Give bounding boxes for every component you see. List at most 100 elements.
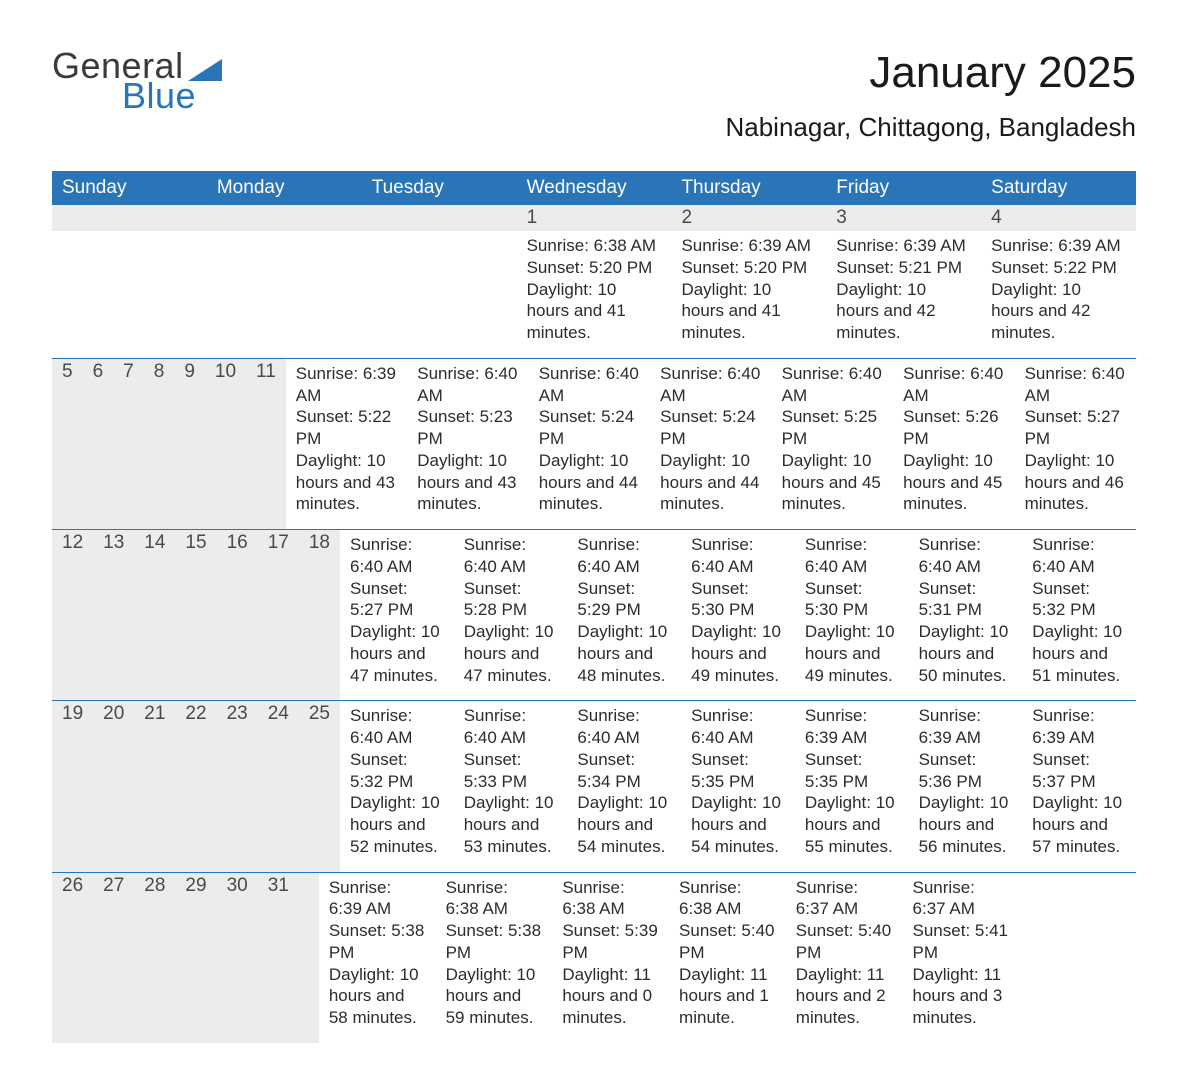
sunrise-text: Sunrise: 6:39 AM [1032, 705, 1126, 749]
weekday-header: Friday [826, 171, 981, 205]
sunrise-text: Sunrise: 6:39 AM [296, 363, 397, 407]
day-cell: Sunrise: 6:39 AMSunset: 5:22 PMDaylight:… [981, 231, 1136, 358]
sunrise-text: Sunrise: 6:40 AM [539, 363, 640, 407]
daynum-row: 5 6 7 8 9 10 11 [52, 359, 286, 529]
sunset-text: Sunset: 5:32 PM [350, 749, 444, 793]
sunset-text: Sunset: 5:31 PM [919, 578, 1013, 622]
day-number: 4 [981, 205, 1136, 231]
daylight-text: Daylight: 10 hours and 44 minutes. [660, 450, 761, 515]
day-cell: Sunrise: 6:40 AMSunset: 5:28 PMDaylight:… [454, 530, 568, 700]
brand-logo: General Blue [52, 48, 222, 114]
sunrise-text: Sunrise: 6:40 AM [691, 705, 785, 749]
sunrise-text: Sunrise: 6:38 AM [679, 877, 776, 921]
content-row: Sunrise: 6:39 AM Sunset: 5:38 PM Daylight:… [319, 873, 1136, 1043]
day-cell: Sunrise: 6:40 AMSunset: 5:30 PMDaylight:… [795, 530, 909, 700]
daynum-row: 1 2 3 4 [52, 205, 1136, 231]
sunrise-text: Sunrise: 6:39 AM [991, 235, 1126, 257]
day-cell: Sunrise: 6:40 AMSunset: 5:25 PMDaylight:… [772, 359, 893, 529]
sunset-text: Sunset: 5:28 PM [464, 578, 558, 622]
brand-word-blue: Blue [122, 78, 222, 114]
day-cell: Sunrise: 6:40 AMSunset: 5:32 PMDaylight:… [1022, 530, 1136, 700]
sunset-text: Sunset: 5:37 PM [1032, 749, 1126, 793]
sunset-text: Sunset: 5:24 PM [539, 406, 640, 450]
day-cell: Sunrise: 6:39 AMSunset: 5:21 PMDaylight:… [826, 231, 981, 358]
sunrise-text: Sunrise: 6:40 AM [350, 534, 444, 578]
sunrise-text: Sunrise: 6:40 AM [805, 534, 899, 578]
sunrise-text: Sunrise: 6:40 AM [660, 363, 761, 407]
day-cell: Sunrise: 6:40 AMSunset: 5:31 PMDaylight:… [909, 530, 1023, 700]
daylight-text: Daylight: 10 hours and 43 minutes. [296, 450, 397, 515]
day-number: 28 [134, 873, 175, 1043]
day-number: 26 [52, 873, 93, 1043]
calendar-grid: Sunday Monday Tuesday Wednesday Thursday… [52, 171, 1136, 1043]
sunrise-text: Sunrise: 6:40 AM [919, 534, 1013, 578]
sunrise-text: Sunrise: 6:39 AM [919, 705, 1013, 749]
sunrise-text: Sunrise: 6:39 AM [805, 705, 899, 749]
day-number: 13 [93, 530, 134, 700]
day-number: 2 [671, 205, 826, 231]
month-title: January 2025 [725, 48, 1136, 98]
title-block: January 2025 Nabinagar, Chittagong, Bang… [725, 48, 1136, 143]
sunset-text: Sunset: 5:25 PM [782, 406, 883, 450]
day-number: 14 [134, 530, 175, 700]
weekday-header-row: Sunday Monday Tuesday Wednesday Thursday… [52, 171, 1136, 205]
day-number: 6 [83, 359, 114, 529]
daylight-text: Daylight: 10 hours and 48 minutes. [577, 621, 671, 686]
sunrise-text: Sunrise: 6:40 AM [464, 534, 558, 578]
weekday-header: Tuesday [362, 171, 517, 205]
day-cell: Sunrise: 6:40 AMSunset: 5:29 PMDaylight:… [567, 530, 681, 700]
day-number: 12 [52, 530, 93, 700]
sunset-text: Sunset: 5:30 PM [691, 578, 785, 622]
day-number: 9 [174, 359, 205, 529]
sunrise-text: Sunrise: 6:39 AM [836, 235, 971, 257]
sunrise-text: Sunrise: 6:40 AM [1025, 363, 1126, 407]
day-cell: Sunrise: 6:40 AMSunset: 5:26 PMDaylight:… [893, 359, 1014, 529]
sunset-text: Sunset: 5:39 PM [562, 920, 659, 964]
daylight-text: Daylight: 10 hours and 50 minutes. [919, 621, 1013, 686]
daylight-text: Daylight: 10 hours and 53 minutes. [464, 792, 558, 857]
daylight-text: Daylight: 10 hours and 41 minutes. [681, 279, 816, 344]
sunrise-text: Sunrise: 6:39 AM [681, 235, 816, 257]
sunset-text: Sunset: 5:36 PM [919, 749, 1013, 793]
day-cell: Sunrise: 6:38 AMSunset: 5:38 PMDaylight:… [436, 873, 553, 1043]
sunset-text: Sunset: 5:34 PM [577, 749, 671, 793]
daylight-text: Daylight: 10 hours and 54 minutes. [577, 792, 671, 857]
sunset-text: Sunset: 5:26 PM [903, 406, 1004, 450]
sunset-text: Sunset: 5:40 PM [796, 920, 893, 964]
day-number: 1 [517, 205, 672, 231]
sunrise-text: Sunrise: 6:40 AM [577, 534, 671, 578]
daylight-text: Daylight: 10 hours and 47 minutes. [464, 621, 558, 686]
sunset-text: Sunset: 5:35 PM [805, 749, 899, 793]
daylight-text: Daylight: 10 hours and 45 minutes. [903, 450, 1004, 515]
daylight-text: Daylight: 11 hours and 3 minutes. [913, 964, 1010, 1029]
sunrise-text: Sunrise: 6:38 AM [446, 877, 543, 921]
day-number: 3 [826, 205, 981, 231]
sunset-text: Sunset: 5:38 PM [446, 920, 543, 964]
content-row: Sunrise: 6:39 AMSunset: 5:22 PMDaylight:… [286, 359, 1136, 529]
day-cell: Sunrise: 6:39 AMSunset: 5:20 PMDaylight:… [671, 231, 826, 358]
day-cell: Sunrise: 6:38 AMSunset: 5:20 PMDaylight:… [517, 231, 672, 358]
sunset-text: Sunset: 5:32 PM [1032, 578, 1126, 622]
week-row: 5 6 7 8 9 10 11 Sunrise: 6:39 AMSunset: … [52, 358, 1136, 529]
sunrise-text: Sunrise: 6:40 AM [1032, 534, 1126, 578]
day-cell: Sunrise: 6:39 AMSunset: 5:35 PMDaylight:… [795, 701, 909, 871]
day-cell: Sunrise: 6:40 AMSunset: 5:30 PMDaylight:… [681, 530, 795, 700]
day-cell: Sunrise: 6:40 AMSunset: 5:35 PMDaylight:… [681, 701, 795, 871]
sunset-text: Sunset: 5:35 PM [691, 749, 785, 793]
sunrise-text: Sunrise: 6:40 AM [464, 705, 558, 749]
day-cell: Sunrise: 6:38 AMSunset: 5:40 PMDaylight:… [669, 873, 786, 1043]
day-cell [52, 231, 207, 358]
sunrise-text: Sunrise: 6:40 AM [577, 705, 671, 749]
weekday-header: Sunday [52, 171, 207, 205]
daylight-text: Daylight: 10 hours and 46 minutes. [1025, 450, 1126, 515]
day-cell: Sunrise: 6:37 AMSunset: 5:40 PMDaylight:… [786, 873, 903, 1043]
sunrise-text: Sunrise: 6:39 AM [329, 877, 426, 921]
daynum-row: 26 27 28 29 30 31 [52, 873, 319, 1043]
daynum-row: 19 20 21 22 23 24 25 [52, 701, 340, 871]
weekday-header: Thursday [671, 171, 826, 205]
day-number: 21 [134, 701, 175, 871]
sunrise-text: Sunrise: 6:38 AM [562, 877, 659, 921]
day-number: 18 [299, 530, 340, 700]
weekday-header: Saturday [981, 171, 1136, 205]
day-number: 8 [144, 359, 175, 529]
